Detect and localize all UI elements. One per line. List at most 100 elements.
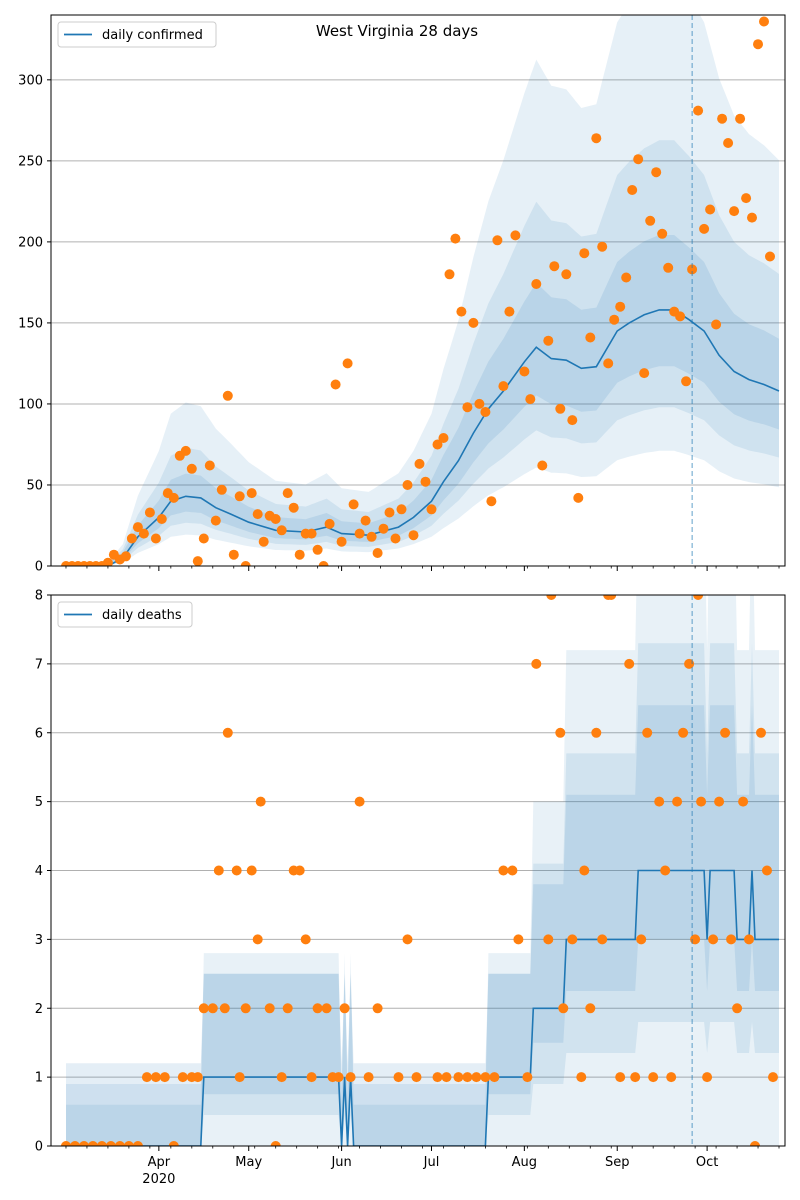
data-point bbox=[591, 727, 602, 738]
data-point bbox=[453, 1072, 464, 1083]
data-point bbox=[150, 533, 161, 544]
data-point bbox=[678, 727, 689, 738]
data-point bbox=[396, 504, 407, 515]
data-point bbox=[639, 368, 650, 379]
x-tick-label: May bbox=[235, 1155, 262, 1170]
y-tick-label: 250 bbox=[18, 154, 43, 169]
uncertainty-band bbox=[66, 235, 779, 566]
data-point bbox=[246, 865, 257, 876]
data-point bbox=[615, 301, 626, 312]
data-point bbox=[636, 934, 647, 945]
data-point bbox=[258, 536, 269, 547]
data-point bbox=[177, 1072, 188, 1083]
uncertainty-band bbox=[66, 15, 779, 566]
data-point bbox=[621, 272, 632, 283]
data-point bbox=[228, 549, 239, 560]
data-point bbox=[441, 1072, 452, 1083]
data-point bbox=[546, 595, 557, 600]
data-point bbox=[723, 138, 734, 148]
data-point bbox=[681, 376, 692, 387]
data-point bbox=[126, 533, 137, 544]
data-point bbox=[300, 934, 311, 945]
data-point bbox=[294, 865, 305, 876]
y-tick-label: 1 bbox=[35, 1071, 43, 1086]
data-point bbox=[462, 1072, 473, 1083]
data-point bbox=[657, 228, 668, 239]
data-point bbox=[489, 1072, 500, 1083]
legend-label: daily confirmed bbox=[102, 28, 203, 43]
data-point bbox=[606, 595, 617, 600]
data-point bbox=[585, 332, 596, 343]
data-point bbox=[159, 1072, 170, 1083]
y-tick-label: 7 bbox=[35, 657, 43, 672]
data-point bbox=[156, 514, 167, 524]
data-point bbox=[531, 279, 542, 289]
data-point bbox=[573, 492, 584, 503]
x-tick-label: Sep bbox=[605, 1155, 630, 1170]
y-tick-label: 5 bbox=[35, 795, 43, 810]
data-point bbox=[216, 484, 227, 495]
data-point bbox=[609, 314, 620, 325]
data-point bbox=[219, 1003, 230, 1014]
data-point bbox=[525, 394, 536, 405]
data-point bbox=[270, 1141, 281, 1146]
data-point bbox=[696, 796, 707, 807]
data-point bbox=[324, 518, 335, 529]
data-point bbox=[603, 358, 614, 369]
data-point bbox=[615, 1072, 626, 1083]
data-point bbox=[420, 476, 431, 487]
data-point bbox=[630, 1072, 641, 1083]
data-point bbox=[705, 204, 716, 215]
y-tick-label: 100 bbox=[18, 397, 43, 412]
data-point bbox=[531, 658, 542, 669]
data-point bbox=[471, 1072, 482, 1083]
data-point bbox=[426, 504, 437, 515]
data-point bbox=[120, 551, 131, 562]
axes-frame bbox=[50, 14, 786, 567]
data-point bbox=[732, 1003, 743, 1014]
data-point bbox=[591, 133, 602, 144]
data-point bbox=[96, 1141, 107, 1146]
data-point bbox=[432, 439, 443, 450]
data-point bbox=[372, 548, 383, 558]
data-point bbox=[141, 1072, 152, 1083]
data-point bbox=[717, 113, 728, 124]
data-point bbox=[468, 317, 479, 328]
legend-box bbox=[57, 21, 217, 48]
uncertainty-band bbox=[66, 643, 779, 1146]
data-point bbox=[198, 533, 209, 544]
data-point bbox=[345, 1072, 356, 1083]
data-point bbox=[138, 528, 149, 539]
data-point bbox=[390, 533, 401, 544]
x-tick-label: Jun bbox=[330, 1155, 351, 1170]
data-point bbox=[555, 403, 566, 414]
data-point bbox=[150, 1072, 161, 1083]
y-tick-label: 8 bbox=[35, 589, 43, 604]
data-point bbox=[645, 215, 656, 226]
data-point bbox=[204, 460, 215, 471]
data-point bbox=[684, 658, 695, 669]
y-tick-label: 0 bbox=[35, 1140, 43, 1155]
data-point bbox=[366, 531, 377, 542]
data-point bbox=[102, 557, 113, 566]
data-point bbox=[756, 727, 766, 738]
data-point bbox=[567, 934, 578, 945]
data-point bbox=[702, 1072, 713, 1083]
data-point bbox=[651, 167, 662, 178]
data-point bbox=[498, 381, 509, 392]
data-point bbox=[579, 865, 590, 876]
data-point bbox=[438, 433, 449, 443]
data-point bbox=[255, 796, 266, 807]
data-point bbox=[372, 1003, 383, 1014]
data-point bbox=[393, 1072, 404, 1083]
data-point bbox=[180, 445, 191, 456]
y-tick-label: 50 bbox=[26, 478, 43, 493]
data-point bbox=[264, 1003, 275, 1014]
data-point bbox=[498, 865, 509, 876]
data-point bbox=[507, 865, 518, 876]
data-point bbox=[384, 507, 395, 518]
data-point bbox=[741, 193, 752, 204]
chart-title: West Virginia 28 days bbox=[316, 22, 478, 40]
data-point bbox=[579, 248, 590, 259]
